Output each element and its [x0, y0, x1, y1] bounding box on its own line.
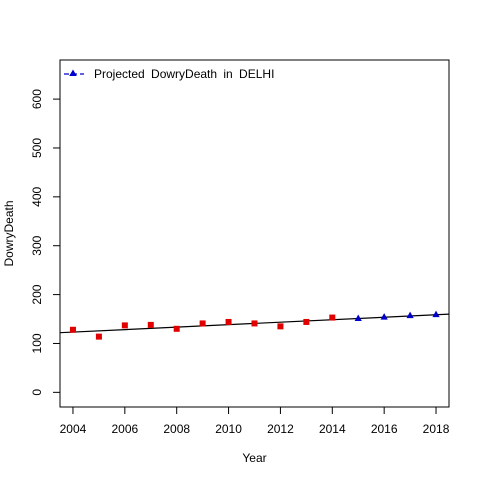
axes: 2004 2006 2008 2010 2012 2014 2016 2018 0 100 200 3… — [30, 59, 450, 436]
y-tick-label: 300 — [30, 235, 44, 255]
observed-point — [199, 320, 206, 327]
y-axis-title: DowryDeath — [2, 200, 16, 266]
y-tick-label: 500 — [30, 138, 44, 158]
legend: Projected DowryDeath in DELHI — [64, 67, 274, 81]
x-tick-label: 2010 — [215, 422, 242, 436]
x-tick-label: 2012 — [267, 422, 294, 436]
y-tick-label: 600 — [30, 89, 44, 109]
projected-point — [406, 311, 414, 319]
projected-point — [380, 313, 388, 320]
observed-point — [303, 318, 310, 325]
observed-point — [277, 323, 284, 330]
x-tick-label: 2016 — [371, 422, 398, 436]
observed-point — [225, 318, 232, 325]
x-tick-label: 2018 — [423, 422, 450, 436]
data-marks — [59, 310, 450, 340]
x-tick-label: 2006 — [111, 422, 138, 436]
observed-point — [329, 314, 336, 321]
y-tick-label: 0 — [30, 389, 44, 396]
observed-point — [173, 325, 180, 332]
x-axis-title: Year — [242, 451, 266, 465]
projected-point — [354, 314, 362, 322]
x-tick-label: 2008 — [163, 422, 190, 436]
projected-point — [432, 310, 440, 318]
observed-point — [69, 326, 76, 333]
y-tick-label: 400 — [30, 187, 44, 207]
x-tick-label: 2004 — [60, 422, 87, 436]
y-tick-label: 200 — [30, 284, 44, 304]
legend-triangle-marker — [69, 69, 77, 76]
plot-frame — [59, 59, 450, 408]
observed-point — [147, 321, 154, 328]
x-tick-label: 2014 — [319, 422, 346, 436]
observed-point — [251, 320, 258, 327]
observed-point — [95, 333, 102, 340]
legend-label: Projected DowryDeath in DELHI — [94, 67, 274, 81]
y-tick-label: 100 — [30, 333, 44, 353]
observed-point — [121, 322, 128, 329]
